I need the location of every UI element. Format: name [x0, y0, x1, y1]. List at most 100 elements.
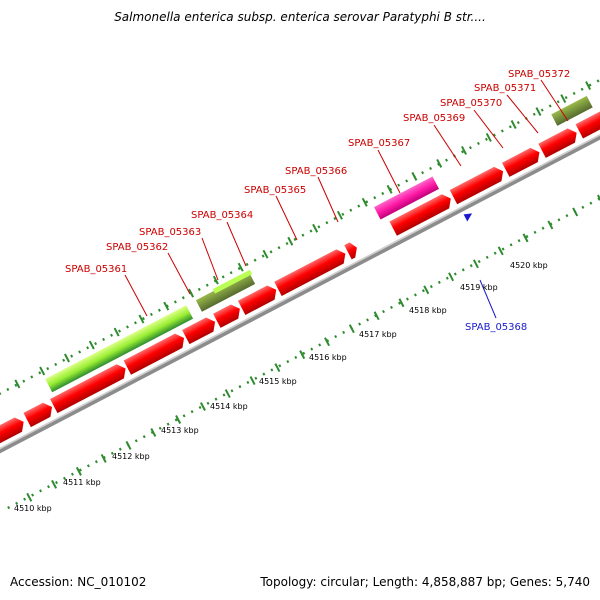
tick-mark: [199, 402, 206, 411]
kbp-label: 4520 kbp: [510, 261, 548, 270]
cds-arrow[interactable]: [23, 400, 55, 428]
tick-mark: [163, 301, 170, 311]
tick-mark: [324, 337, 330, 347]
tick-mark: [572, 207, 579, 217]
cds-arrow[interactable]: [274, 247, 349, 296]
tick-mark: [75, 466, 82, 476]
tick-mark: [348, 324, 355, 334]
selected-gene-label[interactable]: SPAB_05368: [465, 322, 527, 333]
feature-lime-small[interactable]: [212, 269, 253, 294]
cds-arrow[interactable]: [575, 103, 600, 139]
gene-label[interactable]: SPAB_05366: [285, 166, 347, 177]
lower-tick-track: [7, 154, 600, 510]
tick-mark: [138, 314, 145, 324]
tick-mark: [262, 249, 269, 259]
kbp-label: 4515 kbp: [259, 377, 297, 386]
tick-mark: [100, 453, 107, 463]
upper-feature-row: [45, 95, 593, 393]
gene-label[interactable]: SPAB_05369: [403, 113, 465, 124]
cds-arrow[interactable]: [237, 283, 280, 315]
tick-mark: [585, 81, 592, 91]
tick-mark: [39, 366, 46, 376]
tick-mark: [312, 223, 319, 233]
gene-label[interactable]: SPAB_05371: [474, 83, 536, 94]
tick-mark: [274, 363, 281, 373]
kbp-labels: 4510 kbp 4511 kbp 4512 kbp 4513 kbp 4514…: [14, 261, 548, 513]
gene-label[interactable]: SPAB_05370: [440, 98, 502, 109]
tick-mark: [64, 353, 70, 363]
upper-tick-track: [0, 61, 600, 417]
tick-mark: [386, 184, 393, 194]
tick-mark: [249, 376, 256, 386]
gene-labels: SPAB_05361 SPAB_05362 SPAB_05363 SPAB_05…: [65, 69, 570, 333]
genome-title: Salmonella enterica subsp. enterica sero…: [114, 10, 486, 24]
kbp-label: 4519 kbp: [460, 283, 498, 292]
tick-mark: [398, 298, 405, 308]
tick-mark: [175, 415, 182, 424]
kbp-label: 4518 kbp: [409, 306, 447, 315]
accession-text: Accession: NC_010102: [10, 575, 147, 589]
tick-mark: [299, 350, 306, 360]
tick-mark: [423, 285, 430, 295]
tick-mark: [224, 389, 231, 399]
kbp-label: 4516 kbp: [309, 353, 347, 362]
selected-gene-marker[interactable]: [463, 211, 475, 222]
tick-mark: [26, 492, 33, 502]
cds-arrow[interactable]: [389, 191, 454, 236]
kbp-label: 4511 kbp: [63, 478, 101, 487]
cds-arrow[interactable]: [213, 302, 243, 328]
kbp-label: 4513 kbp: [161, 426, 199, 435]
tick-mark: [411, 171, 418, 181]
cds-arrow-small[interactable]: [344, 241, 360, 260]
cds-arrow[interactable]: [502, 145, 543, 177]
genome-summary: Topology: circular; Length: 4,858,887 bp…: [260, 575, 590, 589]
feature-olive[interactable]: [551, 95, 593, 126]
tick-mark: [547, 220, 554, 230]
tick-mark: [535, 107, 542, 116]
kbp-label: 4510 kbp: [14, 504, 52, 513]
gene-label[interactable]: SPAB_05367: [348, 138, 410, 149]
tick-mark: [497, 246, 504, 256]
feature-lime[interactable]: [45, 305, 194, 393]
tick-mark: [212, 275, 219, 285]
tick-mark: [88, 340, 95, 350]
kbp-label: 4517 kbp: [359, 330, 397, 339]
tick-mark: [522, 233, 529, 243]
cds-row: [0, 103, 600, 450]
sequence-backbone: [0, 123, 600, 462]
gene-label[interactable]: SPAB_05364: [191, 210, 253, 221]
tick-mark: [125, 440, 132, 450]
gene-label[interactable]: SPAB_05361: [65, 264, 127, 275]
cds-arrow[interactable]: [538, 126, 580, 158]
tick-mark: [436, 158, 443, 168]
kbp-label: 4512 kbp: [112, 452, 150, 461]
gene-label[interactable]: SPAB_05365: [244, 185, 306, 196]
gene-label[interactable]: SPAB_05363: [139, 227, 201, 238]
tick-mark: [485, 133, 492, 142]
tick-mark: [472, 259, 479, 269]
tick-mark: [510, 120, 517, 129]
cds-arrow[interactable]: [50, 361, 129, 414]
gene-label[interactable]: SPAB_05362: [106, 242, 168, 253]
gene-label[interactable]: SPAB_05372: [508, 69, 570, 80]
tick-mark: [287, 236, 294, 246]
cds-arrow[interactable]: [449, 164, 507, 205]
cds-arrow[interactable]: [182, 315, 219, 345]
tick-mark: [361, 197, 368, 207]
leader-lines: [124, 79, 569, 319]
feature-olive[interactable]: [195, 272, 256, 312]
tick-mark: [373, 311, 380, 321]
tick-mark: [461, 145, 467, 155]
tick-mark: [14, 379, 21, 389]
cds-arrow[interactable]: [0, 415, 27, 450]
feature-pink[interactable]: [374, 176, 439, 220]
tick-mark: [448, 272, 455, 282]
tick-mark: [237, 262, 244, 272]
tick-mark: [113, 327, 120, 337]
cds-arrow[interactable]: [123, 331, 188, 375]
tick-mark: [150, 428, 157, 437]
tick-mark: [188, 288, 195, 298]
tick-mark: [560, 94, 567, 103]
kbp-label: 4514 kbp: [210, 402, 248, 411]
